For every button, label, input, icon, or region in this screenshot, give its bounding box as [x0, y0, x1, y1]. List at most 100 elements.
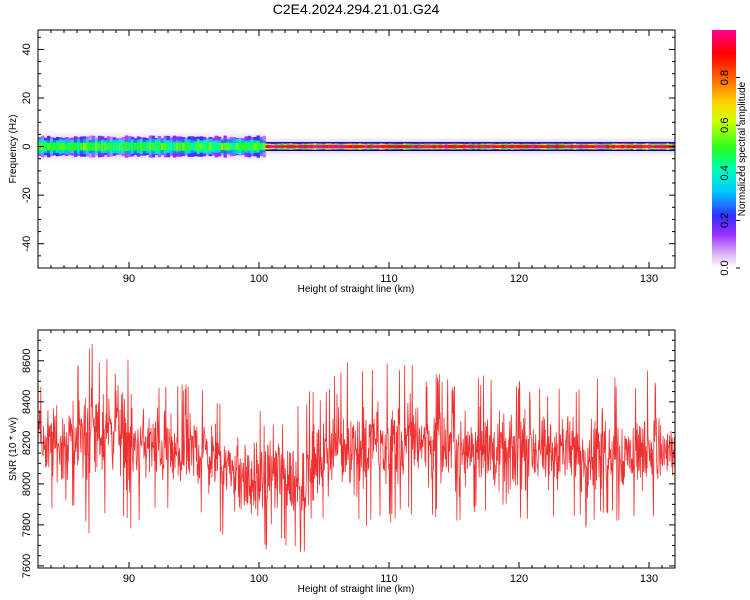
- heatmap-cell: [594, 145, 598, 148]
- heatmap-cell: [507, 145, 512, 149]
- heatmap-cell: [178, 142, 183, 151]
- heatmap-cell: [573, 145, 577, 148]
- heatmap-cell: [525, 144, 530, 149]
- x-tick-label: 130: [640, 573, 658, 585]
- heatmap-cell: [325, 145, 329, 149]
- heatmap-cell: [187, 142, 192, 151]
- heatmap-cell: [70, 142, 75, 151]
- heatmap-cell: [558, 145, 562, 148]
- heatmap-cell: [310, 144, 314, 149]
- heatmap-cell: [172, 142, 177, 151]
- heatmap-cell: [214, 143, 219, 150]
- heatmap-cell: [253, 142, 258, 151]
- heatmap-cell: [295, 145, 299, 148]
- x-tick-label: 130: [640, 273, 658, 285]
- colorbar-label: Normalized spectral amplitude: [737, 81, 748, 216]
- heatmap-cell: [444, 144, 449, 149]
- heatmap-cell: [651, 145, 655, 148]
- y-tick-label: -40: [21, 236, 33, 252]
- heatmap-cell: [262, 142, 266, 151]
- heatmap-cell: [100, 142, 105, 151]
- heatmap-cell: [600, 145, 604, 148]
- heatmap-cell: [232, 143, 237, 150]
- spectrogram-frame: [37, 29, 676, 269]
- heatmap-cell: [289, 144, 293, 149]
- heatmap-cell: [459, 145, 464, 149]
- heatmap-cell: [328, 144, 332, 149]
- y-tick-label: 7800: [21, 513, 33, 537]
- heatmap-cell: [259, 143, 264, 150]
- heatmap-cell: [109, 142, 114, 151]
- heatmap-cell: [388, 144, 392, 149]
- heatmap-cell: [121, 142, 126, 151]
- heatmap-cell: [465, 145, 470, 148]
- colorbar-tick-label: 0.4: [719, 165, 731, 180]
- heatmap-cell: [495, 145, 500, 148]
- heatmap-cell: [367, 144, 371, 149]
- spectrogram-y-ticks: -40 -20 0 20 40: [21, 36, 675, 269]
- heatmap-cell: [441, 145, 446, 148]
- heatmap-cell: [271, 145, 275, 148]
- heatmap-cell: [250, 142, 255, 151]
- heatmap-cell: [358, 145, 362, 149]
- heatmap-cell: [97, 142, 102, 151]
- snr-y-axis-label: SNR (10 * v/v): [8, 417, 19, 481]
- heatmap-cell: [55, 142, 60, 151]
- heatmap-cell: [193, 142, 198, 152]
- heatmap-cell: [46, 142, 51, 151]
- heatmap-cell: [91, 142, 96, 151]
- heatmap-cell: [133, 142, 138, 151]
- heatmap-cell: [654, 145, 658, 148]
- heatmap-cell: [244, 142, 249, 151]
- heatmap-cell: [82, 142, 87, 151]
- y-tick-label: 8600: [21, 349, 33, 373]
- snr-panel: 90 100 110 120 130 760078008000820084008600 …: [8, 329, 676, 595]
- heatmap-cell: [522, 145, 527, 149]
- heatmap-cell: [477, 145, 482, 149]
- colorbar-tick-label: 0.8: [719, 70, 731, 85]
- heatmap-cell: [88, 142, 93, 151]
- heatmap-cell: [223, 142, 228, 151]
- heatmap-cell: [516, 144, 521, 149]
- heatmap-cell: [337, 145, 341, 149]
- heatmap-cell: [429, 145, 434, 149]
- heatmap-cell: [564, 145, 568, 148]
- heatmap-cell: [349, 144, 353, 149]
- heatmap-cell: [397, 145, 401, 149]
- heatmap-cell: [298, 145, 302, 148]
- heatmap-cell: [453, 145, 458, 148]
- heatmap-cell: [591, 145, 595, 149]
- heatmap-cell: [361, 145, 365, 148]
- heatmap-cell: [510, 145, 515, 149]
- heatmap-cell: [489, 145, 494, 148]
- heatmap-cell: [534, 144, 539, 149]
- heatmap-cell: [666, 145, 670, 149]
- heatmap-cell: [420, 144, 425, 149]
- y-tick-label: 8200: [21, 431, 33, 455]
- heatmap-cell: [154, 142, 159, 151]
- heatmap-cell: [537, 145, 541, 149]
- heatmap-cell: [115, 143, 120, 151]
- heatmap-cell: [127, 142, 132, 151]
- heatmap-cell: [301, 144, 305, 149]
- heatmap-cell: [265, 145, 269, 148]
- heatmap-cell: [85, 142, 90, 151]
- heatmap-cell: [163, 143, 168, 151]
- heatmap-cell: [280, 145, 284, 148]
- heatmap-cell: [615, 145, 619, 148]
- colorbar-ticks: 0.0 0.2 0.4 0.6 0.8: [719, 70, 740, 276]
- heatmap-cell: [417, 145, 422, 148]
- heatmap-cell: [468, 144, 473, 149]
- heatmap-cell: [313, 145, 317, 148]
- snr-x-ticks: 90 100 110 120 130: [37, 330, 676, 585]
- heatmap-cell: [106, 142, 111, 151]
- heatmap-cell: [343, 145, 347, 149]
- heatmap-image: [38, 130, 675, 163]
- heatmap-cell: [585, 145, 589, 148]
- heatmap-cell: [561, 145, 565, 148]
- heatmap-cell: [112, 142, 117, 151]
- heatmap-cell: [370, 145, 374, 148]
- heatmap-cell: [124, 142, 129, 152]
- heatmap-cell: [211, 142, 216, 151]
- heatmap-cell: [528, 145, 533, 149]
